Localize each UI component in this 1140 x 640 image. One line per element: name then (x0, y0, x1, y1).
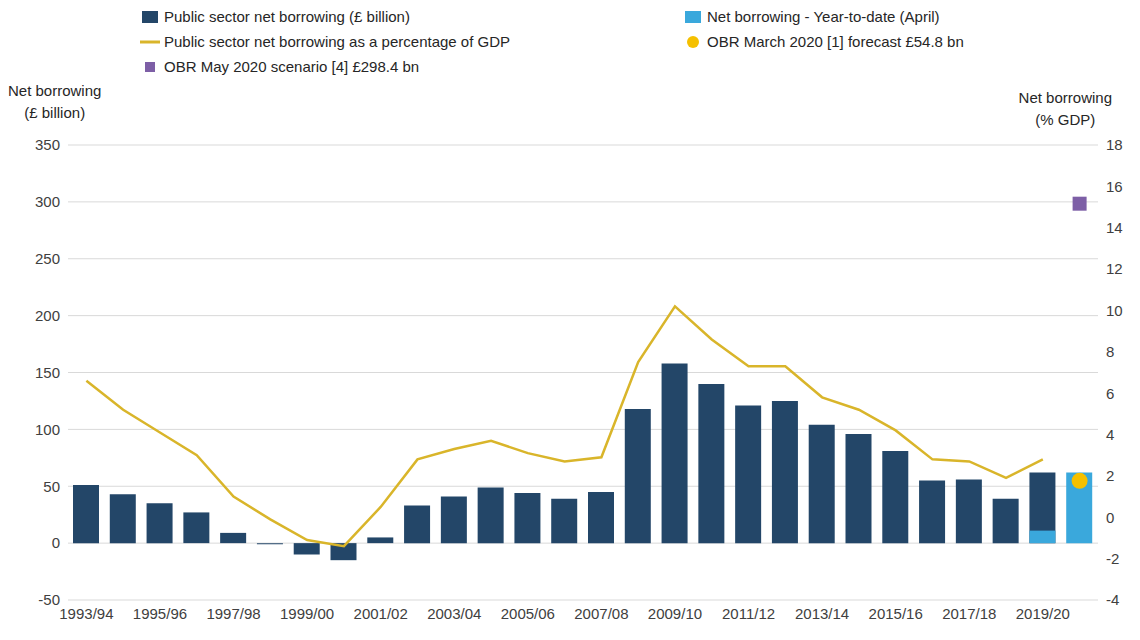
svg-text:100: 100 (35, 421, 60, 438)
svg-text:1997/98: 1997/98 (206, 605, 260, 622)
svg-text:2001/02: 2001/02 (354, 605, 408, 622)
svg-text:-2: -2 (1106, 550, 1119, 567)
svg-text:2: 2 (1106, 467, 1114, 484)
svg-text:4: 4 (1106, 426, 1114, 443)
svg-text:-50: -50 (38, 591, 60, 608)
svg-text:1995/96: 1995/96 (133, 605, 187, 622)
html-text:OBR May 2020 scenario [4] £298: OBR May 2020 scenario [4] £298.4 bn (164, 58, 420, 75)
svg-text:0: 0 (52, 534, 60, 551)
html-text:(% GDP): (% GDP) (1035, 111, 1096, 128)
svg-text:2007/08: 2007/08 (574, 605, 628, 622)
svg-text:2011/12: 2011/12 (722, 605, 775, 622)
svg-text:250: 250 (35, 250, 60, 267)
svg-text:150: 150 (35, 364, 60, 381)
svg-text:16: 16 (1106, 178, 1123, 195)
svg-text:18: 18 (1106, 136, 1123, 153)
html-text:Net borrowing: Net borrowing (8, 82, 102, 99)
svg-text:300: 300 (35, 193, 60, 210)
html-text:Public sector net borrowing as: Public sector net borrowing as a percent… (164, 33, 510, 50)
html-text:Net borrowing: Net borrowing (1018, 89, 1112, 106)
svg-text:1999/00: 1999/00 (280, 605, 334, 622)
svg-text:2017/18: 2017/18 (942, 605, 996, 622)
svg-text:2015/16: 2015/16 (869, 605, 923, 622)
svg-text:10: 10 (1106, 302, 1123, 319)
svg-text:350: 350 (35, 136, 60, 153)
svg-text:8: 8 (1106, 343, 1114, 360)
svg-text:12: 12 (1106, 260, 1123, 277)
svg-text:50: 50 (43, 478, 60, 495)
svg-text:200: 200 (35, 307, 60, 324)
svg-text:0: 0 (1106, 509, 1114, 526)
html-text:Public sector net borrowing (£: Public sector net borrowing (£ billion) (164, 8, 410, 25)
svg-text:-4: -4 (1106, 591, 1119, 608)
svg-text:1993/94: 1993/94 (59, 605, 113, 622)
svg-text:2005/06: 2005/06 (501, 605, 555, 622)
html-text:(£ billion): (£ billion) (24, 104, 86, 121)
html-text:OBR March 2020 [1] forecast £5: OBR March 2020 [1] forecast £54.8 bn (707, 33, 964, 50)
svg-text:2003/04: 2003/04 (427, 605, 481, 622)
svg-text:14: 14 (1106, 219, 1123, 236)
svg-text:2013/14: 2013/14 (795, 605, 849, 622)
svg-text:6: 6 (1106, 385, 1114, 402)
svg-text:2019/20: 2019/20 (1016, 605, 1070, 622)
html-text:Net borrowing - Year-to-date (: Net borrowing - Year-to-date (April) (707, 8, 940, 25)
svg-text:2009/10: 2009/10 (648, 605, 702, 622)
